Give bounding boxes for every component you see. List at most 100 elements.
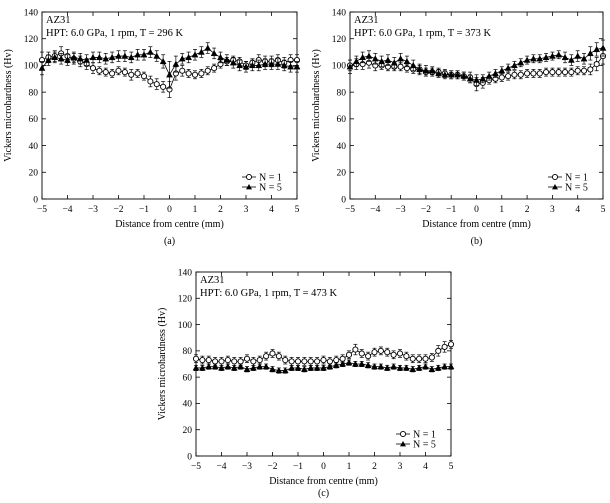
data-point-triangle xyxy=(236,61,244,69)
data-point-circle xyxy=(256,357,263,364)
data-point-triangle xyxy=(294,364,302,371)
data-point-circle xyxy=(587,66,594,73)
data-point-circle xyxy=(263,353,270,360)
plot-frame xyxy=(41,11,298,200)
data-point-triangle xyxy=(76,55,84,62)
data-point-triangle xyxy=(38,64,46,71)
data-point-triangle xyxy=(416,65,423,73)
legend-marker-circle xyxy=(551,173,559,181)
data-point-triangle xyxy=(428,365,436,372)
x-tick-label: −1 xyxy=(139,205,149,215)
data-point-triangle xyxy=(197,48,205,55)
chart-panel-3: −5 −4 −3 −2 −1 0 1 2 3 4 5 0 20 40 60 80 100 120 140 Distan… xyxy=(157,268,455,499)
data-point-triangle xyxy=(287,63,295,70)
data-point-circle xyxy=(524,70,531,77)
data-point-circle xyxy=(115,67,122,74)
data-point-circle xyxy=(89,65,97,72)
data-point-triangle xyxy=(51,53,59,61)
legend-marker-circle xyxy=(399,430,407,438)
data-point-triangle xyxy=(358,360,366,367)
data-point-triangle xyxy=(435,69,442,77)
data-point-circle xyxy=(121,69,128,76)
data-point-triangle xyxy=(403,57,411,65)
y-tick-label: 20 xyxy=(183,426,193,436)
y-tick-label: 40 xyxy=(183,400,193,410)
data-point-circle xyxy=(441,343,448,350)
data-point-triangle xyxy=(567,56,575,63)
data-point-triangle xyxy=(359,53,367,61)
data-point-triangle xyxy=(511,61,518,69)
data-point-triangle xyxy=(198,364,206,371)
data-point-triangle xyxy=(530,55,537,62)
data-point-triangle xyxy=(44,56,52,63)
data-point-triangle xyxy=(434,364,442,371)
data-point-triangle xyxy=(256,363,264,370)
data-point-triangle xyxy=(127,53,135,61)
panel-caption: (b) xyxy=(471,236,483,247)
data-point-triangle xyxy=(288,364,296,371)
series-n5 xyxy=(38,42,301,89)
data-point-circle xyxy=(192,355,200,362)
data-point-circle xyxy=(288,358,295,365)
data-point-circle xyxy=(428,354,435,361)
data-point-triangle xyxy=(261,60,269,67)
data-point-triangle xyxy=(95,53,103,61)
data-point-circle xyxy=(409,355,416,362)
y-tick-label: 20 xyxy=(337,169,347,179)
data-point-triangle xyxy=(599,44,607,51)
data-point-triangle xyxy=(243,365,251,372)
data-point-triangle xyxy=(345,359,353,366)
y-tick-label: 20 xyxy=(29,169,39,179)
y-tick-label: 120 xyxy=(332,35,347,45)
x-tick-label: −5 xyxy=(191,462,201,472)
data-point-triangle xyxy=(409,365,417,372)
x-tick-label: 1 xyxy=(499,205,504,215)
data-point-triangle xyxy=(586,49,594,57)
y-tick-label: 0 xyxy=(33,195,38,205)
data-point-triangle xyxy=(390,363,398,370)
x-tick-label: 0 xyxy=(167,205,172,215)
data-point-triangle xyxy=(574,52,582,59)
data-point-triangle xyxy=(580,55,588,62)
legend-label: N = 1 xyxy=(565,173,588,184)
data-point-triangle xyxy=(281,367,289,374)
data-point-triangle xyxy=(536,55,544,62)
data-point-circle xyxy=(147,78,154,85)
data-point-triangle xyxy=(307,364,315,371)
series-n1 xyxy=(192,339,455,366)
data-point-triangle xyxy=(396,364,404,371)
data-point-triangle xyxy=(121,52,129,59)
x-tick-label: −4 xyxy=(216,462,226,472)
y-axis-title: Vickers microhardness (Hv) xyxy=(311,49,322,162)
y-tick-label: 60 xyxy=(29,115,39,125)
data-point-circle xyxy=(543,69,550,76)
data-point-triangle xyxy=(498,67,506,74)
data-point-circle xyxy=(307,358,314,365)
data-point-triangle xyxy=(274,60,282,67)
data-point-triangle xyxy=(249,364,257,371)
data-point-circle xyxy=(301,358,308,365)
y-tick-label: 0 xyxy=(341,195,346,205)
y-tick-label: 0 xyxy=(187,452,192,462)
data-point-triangle xyxy=(64,56,71,63)
x-tick-label: −2 xyxy=(421,205,431,215)
data-point-triangle xyxy=(280,61,288,69)
data-point-triangle xyxy=(548,52,556,59)
x-axis-title: Distance from centre (mm) xyxy=(269,476,378,487)
x-tick-label: −4 xyxy=(62,205,72,215)
y-tick-label: 60 xyxy=(183,373,193,383)
data-point-circle xyxy=(250,358,257,365)
y-tick-label: 80 xyxy=(183,347,193,357)
x-axis-title: Distance from centre (mm) xyxy=(115,219,224,230)
y-tick-label: 80 xyxy=(337,88,347,98)
data-point-triangle xyxy=(275,367,283,374)
data-point-triangle xyxy=(351,360,359,367)
x-tick-label: −2 xyxy=(113,205,123,215)
y-tick-label: 140 xyxy=(24,8,39,18)
data-point-triangle xyxy=(211,363,219,370)
data-point-triangle xyxy=(352,57,360,65)
x-tick-label: 4 xyxy=(269,205,274,215)
data-point-triangle xyxy=(320,364,327,371)
data-point-triangle xyxy=(191,51,199,58)
